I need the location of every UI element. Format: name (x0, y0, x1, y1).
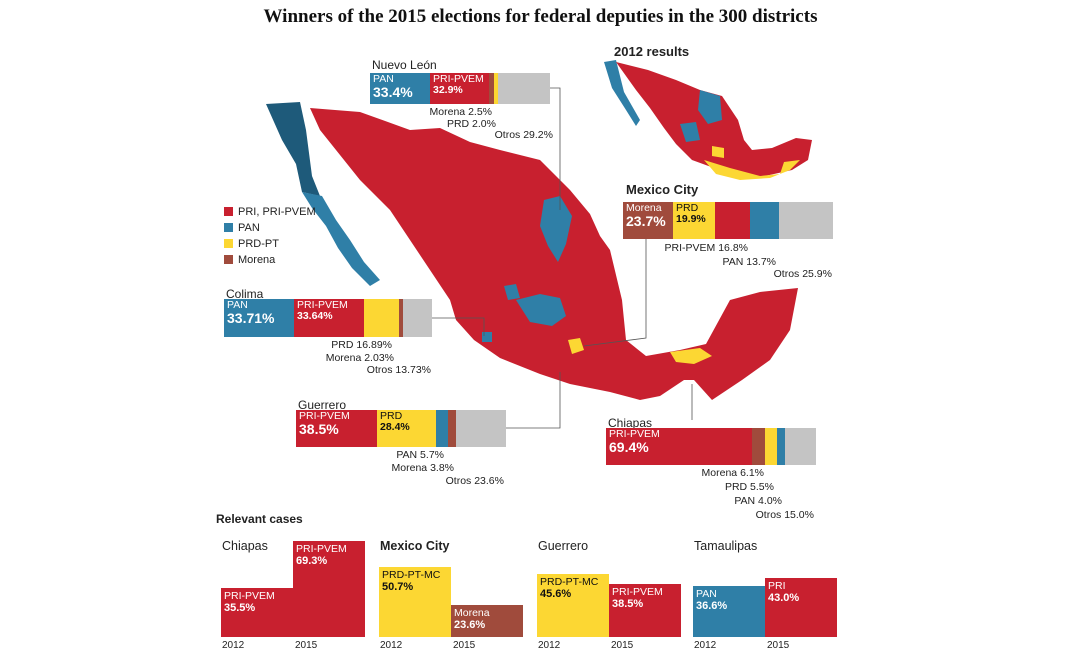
case-bar-chiapas-2012: PRI-PVEM 35.5% (221, 588, 293, 637)
year-label: 2015 (453, 640, 476, 651)
inset-pan-west (680, 122, 700, 142)
label-chiapas-morena: Morena 6.1% (701, 467, 764, 479)
map-pan-west (504, 284, 520, 300)
bar-segment-morena (399, 299, 403, 337)
map-prd-tabasco (670, 348, 712, 364)
state-title-chiapas: Chiapas (608, 416, 653, 430)
label-cdmx-otros: Otros 25.9% (773, 268, 832, 280)
state-title-cdmx: Mexico City (626, 182, 699, 197)
bar-segment-otros (779, 202, 833, 239)
bar-segment-prd (364, 299, 399, 337)
legend-item-morena: Morena (224, 254, 275, 266)
map-pan-central (516, 294, 566, 326)
case-title-guerrero: Guerrero (538, 539, 589, 553)
page-title: Winners of the 2015 elections for federa… (263, 6, 818, 27)
label-chiapas-prd: PRD 5.5% (724, 481, 774, 493)
bar-segment-prd: PRD 28.4% (377, 410, 436, 447)
case-bar-chiapas-2015: PRI-PVEM 69.3% (293, 541, 365, 637)
state-title-guerrero: Guerrero (298, 398, 347, 412)
bar-segment-pri (715, 202, 750, 239)
bar-segment-pri: PRI-PVEM 32.9% (430, 73, 489, 104)
case-bar-cdmx-2012: PRD-PT-MC 50.7% (379, 567, 451, 637)
case-bar-tamaulipas-2015: PRI 43.0% (765, 578, 837, 637)
inset-prd-south (704, 160, 800, 180)
map-prd-cdmx (568, 338, 584, 354)
inset-baja (604, 60, 640, 126)
label-nuevoleon-otros: Otros 29.2% (494, 129, 553, 141)
year-label: 2012 (380, 640, 403, 651)
bar-segment-morena (489, 73, 494, 104)
bar-nuevoleon: PAN 33.4% PRI-PVEM 32.9% (370, 73, 550, 104)
inset-pan-north (698, 90, 722, 124)
bar-segment-prd (765, 428, 777, 465)
bar-segment-pri: PRI-PVEM 38.5% (296, 410, 377, 447)
map-pan-nuevoleon (540, 196, 572, 262)
label-nuevoleon-morena: Morena 2.5% (429, 106, 492, 118)
year-label: 2012 (694, 640, 717, 651)
case-title-chiapas: Chiapas (222, 539, 268, 553)
bar-segment-pan: PAN 33.4% (370, 73, 430, 104)
case-title-cdmx: Mexico City (380, 539, 450, 553)
year-label: 2015 (611, 640, 634, 651)
label-colima-otros: Otros 13.73% (366, 364, 431, 376)
bar-chiapas: PRI-PVEM 69.4% (606, 428, 816, 465)
bar-segment-prd: PRD 19.9% (673, 202, 715, 239)
case-bar-guerrero-2012: PRD-PT-MC 45.6% (537, 574, 609, 637)
bar-segment-morena: Morena 23.7% (623, 202, 673, 239)
bar-segment-pri: PRI-PVEM 33.64% (294, 299, 364, 337)
label-cdmx-pan: PAN 13.7% (722, 256, 777, 268)
inset-title: 2012 results (614, 44, 690, 59)
bar-cdmx: Morena 23.7% PRD 19.9% (623, 202, 833, 239)
state-title-nuevoleon: Nuevo León (372, 58, 437, 72)
bar-segment-prd (494, 73, 498, 104)
label-colima-morena: Morena 2.03% (325, 352, 394, 364)
case-bar-tamaulipas-2012: PAN 36.6% (693, 586, 765, 637)
inset-prd-cdmx (712, 146, 724, 158)
map-baja-south (302, 192, 380, 286)
year-label: 2012 (222, 640, 245, 651)
year-label: 2012 (538, 640, 561, 651)
map-pan-colima (482, 332, 492, 342)
case-title-tamaulipas: Tamaulipas (694, 539, 758, 553)
label-chiapas-otros: Otros 15.0% (755, 509, 814, 521)
bar-segment-pan (777, 428, 785, 465)
bar-segment-pan: PAN 33.71% (224, 299, 294, 337)
label-guerrero-pan: PAN 5.7% (396, 449, 444, 461)
label-chiapas-pan: PAN 4.0% (734, 495, 782, 507)
year-label: 2015 (767, 640, 790, 651)
label-nuevoleon-prd: PRD 2.0% (446, 118, 496, 130)
relevant-cases-title: Relevant cases (216, 512, 303, 526)
bar-segment-otros (456, 410, 506, 447)
legend-item-pan: PAN (224, 222, 260, 234)
label-guerrero-morena: Morena 3.8% (391, 462, 454, 474)
bar-segment-otros (498, 73, 550, 104)
bar-segment-morena (752, 428, 765, 465)
map-baja-north (266, 102, 320, 196)
label-guerrero-otros: Otros 23.6% (445, 475, 504, 487)
legend-item-prd: PRD-PT (224, 238, 279, 250)
bar-segment-pan (750, 202, 779, 239)
bar-segment-otros (785, 428, 816, 465)
label-colima-prd: PRD 16.89% (331, 339, 392, 351)
state-title-colima: Colima (226, 287, 264, 301)
case-bar-cdmx-2015: Morena 23.6% (451, 605, 523, 637)
bar-colima: PAN 33.71% PRI-PVEM 33.64% (224, 299, 432, 337)
bar-segment-morena (448, 410, 456, 447)
bar-segment-otros (403, 299, 432, 337)
legend-item-pri: PRI, PRI-PVEM (224, 206, 316, 218)
bar-segment-pan (436, 410, 448, 447)
bar-guerrero: PRI-PVEM 38.5% PRD 28.4% (296, 410, 506, 447)
year-label: 2015 (295, 640, 318, 651)
case-bar-guerrero-2015: PRI-PVEM 38.5% (609, 584, 681, 637)
label-cdmx-pri: PRI-PVEM 16.8% (664, 242, 748, 254)
bar-segment-pri: PRI-PVEM 69.4% (606, 428, 752, 465)
